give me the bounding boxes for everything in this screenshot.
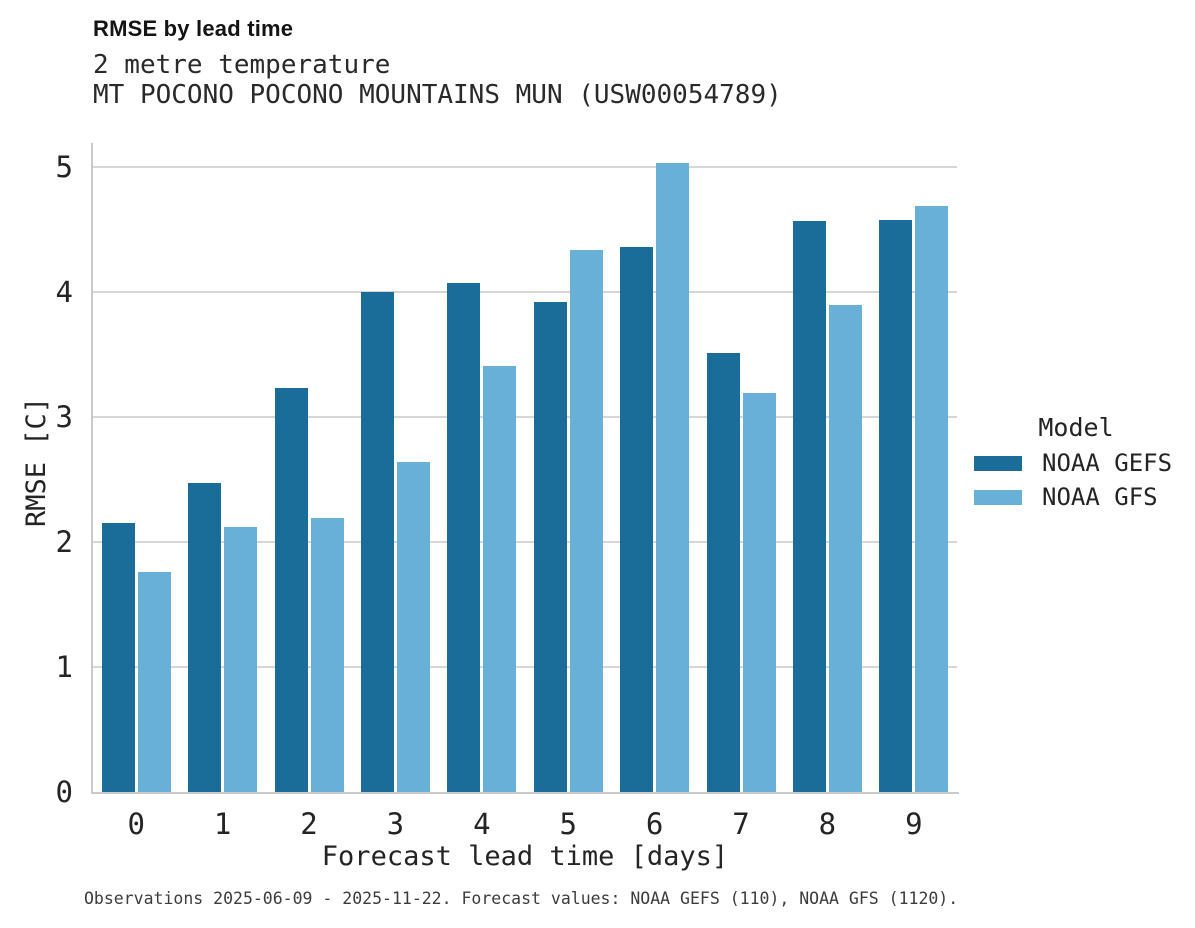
bar-noaa-gfs-day0 bbox=[137, 572, 171, 792]
x-tick-label-6: 6 bbox=[645, 807, 664, 841]
bar-noaa-gefs-day3 bbox=[360, 292, 394, 792]
chart-subtitle: 2 metre temperature bbox=[93, 50, 391, 80]
y-tick-label-3: 3 bbox=[55, 400, 73, 434]
bar-noaa-gefs-day4 bbox=[447, 283, 481, 792]
x-tick-label-8: 8 bbox=[818, 807, 837, 841]
x-tick-label-0: 0 bbox=[127, 807, 145, 841]
bar-noaa-gefs-day9 bbox=[879, 219, 913, 792]
legend-label-noaa-gefs: NOAA GEFS bbox=[1042, 449, 1173, 477]
plot-area: 0 1 2 3 4 5 0 1 2 3 4 5 6 7 8 9 bbox=[56, 143, 959, 841]
bar-noaa-gfs-day5 bbox=[569, 249, 603, 792]
legend-entries: NOAA GEFS NOAA GFS bbox=[974, 446, 1178, 514]
bar-noaa-gfs-day6 bbox=[656, 163, 690, 792]
gridline-5 bbox=[93, 166, 957, 168]
legend-swatch-noaa-gefs bbox=[974, 455, 1022, 471]
gridline-4 bbox=[93, 291, 957, 293]
bar-noaa-gefs-day7 bbox=[706, 353, 740, 792]
bar-noaa-gfs-day7 bbox=[742, 393, 776, 792]
bar-noaa-gfs-day1 bbox=[224, 527, 258, 792]
x-tick-label-2: 2 bbox=[300, 807, 318, 841]
bar-noaa-gfs-day8 bbox=[828, 304, 862, 792]
gridline-2 bbox=[93, 541, 957, 543]
y-tick-label-2: 2 bbox=[55, 525, 73, 559]
x-tick-label-3: 3 bbox=[386, 807, 405, 841]
y-tick-label-1: 1 bbox=[55, 650, 73, 684]
bar-noaa-gfs-day2 bbox=[310, 518, 344, 792]
bar-noaa-gefs-day8 bbox=[792, 220, 826, 792]
y-tick-label-5: 5 bbox=[55, 150, 73, 184]
gridline-1 bbox=[93, 666, 957, 668]
bar-noaa-gefs-day0 bbox=[101, 523, 135, 792]
caption: Observations 2025-06-09 - 2025-11-22. Fo… bbox=[84, 889, 959, 908]
x-tick-label-4: 4 bbox=[473, 807, 491, 841]
bar-noaa-gefs-day1 bbox=[188, 483, 222, 792]
bar-noaa-gefs-day5 bbox=[533, 302, 567, 792]
y-tick-label-0: 0 bbox=[55, 775, 73, 809]
x-tick-label-9: 9 bbox=[905, 807, 923, 841]
bar-noaa-gefs-day6 bbox=[620, 247, 654, 792]
x-tick-label-5: 5 bbox=[559, 807, 577, 841]
y-tick-label-4: 4 bbox=[55, 275, 73, 309]
legend-label-noaa-gfs: NOAA GFS bbox=[1042, 483, 1158, 511]
x-tick-label-1: 1 bbox=[213, 807, 232, 841]
x-axis-label: Forecast lead time [days] bbox=[321, 841, 729, 872]
bar-noaa-gefs-day2 bbox=[274, 388, 308, 792]
gridline-3 bbox=[93, 416, 957, 418]
x-tick-label-7: 7 bbox=[732, 807, 750, 841]
legend-entry-noaa-gefs: NOAA GEFS bbox=[974, 446, 1178, 480]
y-axis-spine bbox=[91, 143, 93, 794]
bar-noaa-gfs-day4 bbox=[483, 365, 517, 792]
bar-noaa-gfs-day3 bbox=[396, 462, 430, 792]
legend: Model NOAA GEFS NOAA GFS bbox=[974, 414, 1178, 514]
y-axis-label: RMSE [C] bbox=[21, 396, 52, 528]
legend-swatch-noaa-gfs bbox=[974, 489, 1022, 505]
x-axis-line bbox=[91, 792, 959, 794]
chart-title: RMSE by lead time bbox=[93, 16, 294, 41]
legend-entry-noaa-gfs: NOAA GFS bbox=[974, 480, 1178, 514]
chart-station: MT POCONO POCONO MOUNTAINS MUN (USW00054… bbox=[93, 80, 782, 110]
legend-title: Model bbox=[1038, 413, 1114, 442]
chart-header: RMSE by lead time 2 metre temperature MT… bbox=[93, 16, 782, 110]
bar-noaa-gfs-day9 bbox=[915, 205, 949, 792]
